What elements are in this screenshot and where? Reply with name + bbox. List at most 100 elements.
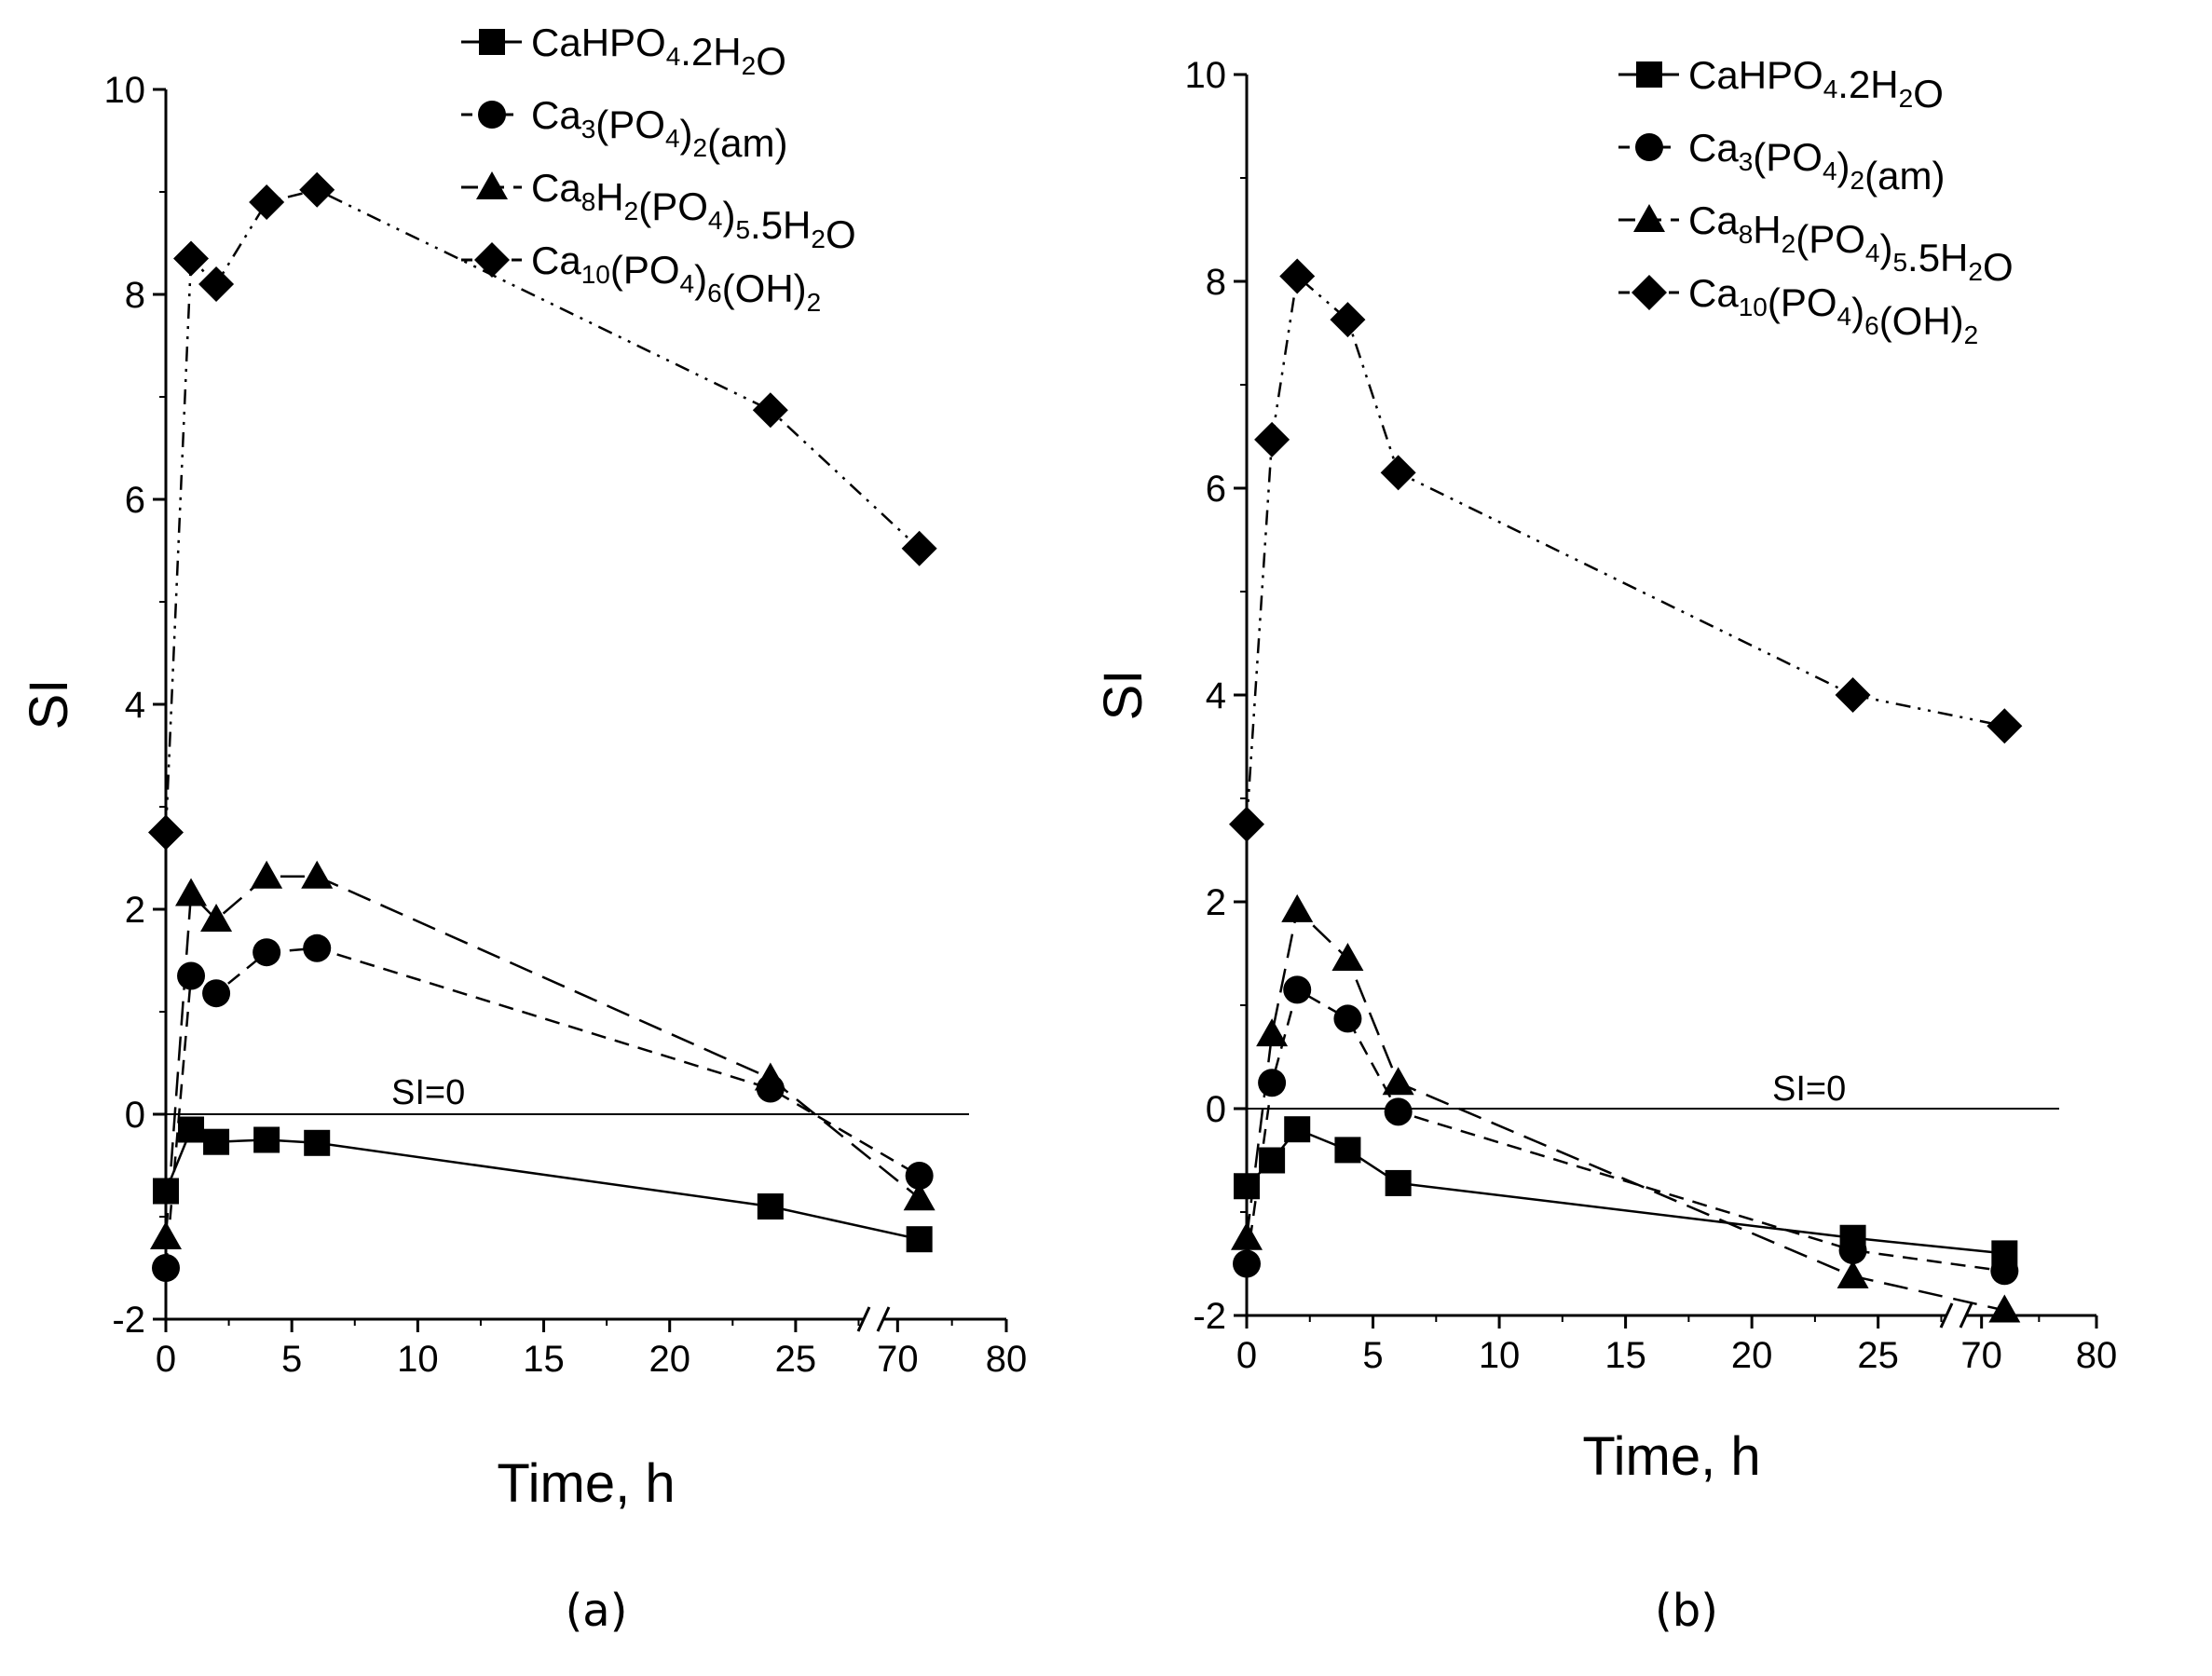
legend-label-part: 3 bbox=[1739, 147, 1754, 176]
data-point-square bbox=[178, 1116, 205, 1143]
data-point-square bbox=[1334, 1137, 1361, 1164]
legend-label-part: 4 bbox=[665, 124, 680, 153]
legend-label-part: 4 bbox=[680, 269, 695, 298]
x-tick-label: 5 bbox=[281, 1339, 302, 1380]
data-point-triangle bbox=[903, 1182, 935, 1211]
legend-label-part: (am) bbox=[1864, 154, 1945, 198]
data-point-square bbox=[906, 1226, 933, 1253]
legend-marker-dcpd bbox=[1636, 61, 1662, 88]
caption-a: (a) bbox=[566, 1585, 628, 1637]
data-point-triangle bbox=[1382, 1067, 1414, 1096]
x-tick-label: 15 bbox=[523, 1339, 565, 1380]
reference-line-label: SI=0 bbox=[1772, 1070, 1846, 1109]
data-point-square bbox=[757, 1193, 784, 1220]
legend-label-part: 2 bbox=[1899, 84, 1914, 113]
x-tick-label: 70 bbox=[1960, 1335, 2002, 1376]
legend-label-part: ) bbox=[694, 257, 707, 301]
x-tick-label: 0 bbox=[156, 1339, 176, 1380]
legend-label-part: 5 bbox=[735, 215, 750, 244]
x-tick-label: 80 bbox=[2076, 1335, 2118, 1376]
data-point-diamond bbox=[1279, 258, 1316, 294]
legend-label-part: 2 bbox=[1968, 257, 1983, 286]
legend: CaHPO4.2H2OCa3(PO4)2(am)Ca8H2(PO4)5.5H2O… bbox=[461, 20, 856, 317]
legend-label-part: ) bbox=[1851, 290, 1864, 334]
data-point-circle bbox=[253, 938, 281, 967]
series-square bbox=[1234, 1116, 2018, 1267]
x-tick-label: 20 bbox=[1731, 1335, 1773, 1376]
y-axis-title: SI bbox=[1093, 670, 1154, 721]
legend-label-part: Ca bbox=[531, 93, 581, 137]
legend-label-part: 4 bbox=[1823, 157, 1837, 185]
y-tick-label: -2 bbox=[112, 1300, 145, 1341]
x-tick-label: 10 bbox=[397, 1339, 439, 1380]
legend-item-ocp: Ca8H2(PO4)5.5H2O bbox=[461, 166, 856, 256]
data-point-circle bbox=[905, 1162, 934, 1190]
legend-label-part: 4 bbox=[1837, 302, 1852, 331]
y-tick-label: 10 bbox=[1185, 55, 1227, 96]
legend-marker-ocp bbox=[476, 171, 508, 199]
data-point-diamond bbox=[198, 266, 235, 302]
legend-label-part: 6 bbox=[707, 279, 722, 307]
legend-label-part: (PO bbox=[638, 184, 708, 228]
legend-item-ocp: Ca8H2(PO4)5.5H2O bbox=[1618, 198, 2014, 289]
legend-label-part: ) bbox=[1879, 226, 1892, 270]
series-line-circle bbox=[1245, 988, 2005, 1273]
legend-label-part: 2 bbox=[1964, 320, 1979, 349]
x-tick-label: 5 bbox=[1362, 1335, 1383, 1376]
data-point-triangle bbox=[1988, 1294, 2021, 1323]
legend-label-part: 2 bbox=[811, 225, 826, 253]
legend-item-hap: Ca10(PO4)6(OH)2 bbox=[1618, 271, 1978, 349]
series-line-diamond bbox=[1245, 274, 2005, 824]
legend-label-part: O bbox=[1913, 72, 1944, 116]
legend-label-part: 8 bbox=[1739, 220, 1754, 249]
legend-label-part: Ca bbox=[1688, 126, 1739, 170]
legend-label-part: O bbox=[826, 212, 856, 256]
data-point-square bbox=[253, 1126, 280, 1153]
legend-label-part: (OH) bbox=[722, 266, 807, 310]
data-point-circle bbox=[1283, 975, 1312, 1004]
series-diamond bbox=[148, 171, 937, 851]
data-point-diamond bbox=[1835, 677, 1871, 713]
data-point-diamond bbox=[299, 171, 335, 208]
series-line-triangle bbox=[164, 875, 921, 1238]
data-point-triangle bbox=[1256, 1018, 1289, 1047]
legend-label-part: .2H bbox=[680, 30, 741, 74]
data-point-circle bbox=[177, 961, 206, 990]
legend-label-acp: Ca3(PO4)2(am) bbox=[531, 93, 787, 165]
data-point-triangle bbox=[251, 860, 283, 889]
y-axis-title: SI bbox=[19, 679, 79, 730]
data-point-square bbox=[203, 1128, 230, 1155]
legend: CaHPO4.2H2OCa3(PO4)2(am)Ca8H2(PO4)5.5H2O… bbox=[1618, 53, 2014, 349]
data-point-square bbox=[304, 1129, 331, 1156]
data-point-diamond bbox=[752, 392, 788, 429]
data-point-circle bbox=[303, 933, 332, 962]
legend-label-part: CaHPO bbox=[531, 20, 666, 64]
data-point-triangle bbox=[175, 878, 208, 906]
data-point-diamond bbox=[148, 814, 184, 851]
axis-break-mark bbox=[1939, 1302, 1954, 1329]
legend-item-dcpd: CaHPO4.2H2O bbox=[1618, 53, 1944, 116]
legend-label-part: (OH) bbox=[1879, 299, 1964, 343]
legend-label-part: 4 bbox=[666, 42, 681, 71]
x-tick-label: 25 bbox=[1857, 1335, 1899, 1376]
legend-item-hap: Ca10(PO4)6(OH)2 bbox=[461, 238, 821, 317]
legend-label-part: .5H bbox=[1907, 236, 1968, 279]
legend-marker-acp bbox=[478, 101, 506, 129]
legend-label-part: O bbox=[1983, 245, 2014, 289]
data-point-triangle bbox=[1231, 1221, 1263, 1250]
data-point-diamond bbox=[173, 240, 210, 277]
data-point-circle bbox=[1384, 1097, 1413, 1126]
x-axis-title: Time, h bbox=[1582, 1426, 1760, 1487]
data-point-square bbox=[1259, 1147, 1286, 1174]
legend-label-hap: Ca10(PO4)6(OH)2 bbox=[531, 238, 821, 317]
series-diamond bbox=[1229, 258, 2023, 842]
legend-marker-hap bbox=[474, 242, 510, 278]
legend-label-part: .2H bbox=[1837, 62, 1898, 106]
data-point-circle bbox=[152, 1254, 180, 1282]
legend-marker-hap bbox=[1632, 275, 1667, 310]
caption-b: (b) bbox=[1655, 1585, 1718, 1637]
legend-label-part: 10 bbox=[581, 260, 610, 289]
legend-label-part: (PO bbox=[610, 248, 680, 292]
